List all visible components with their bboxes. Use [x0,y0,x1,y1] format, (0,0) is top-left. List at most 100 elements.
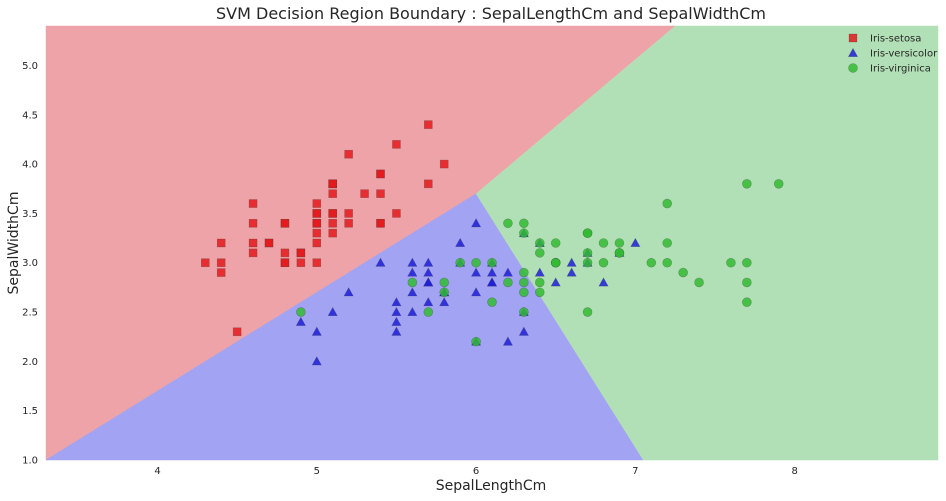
point-iris-versicolor [375,257,386,267]
legend-label-iris-setosa: Iris-setosa [870,34,921,45]
point-iris-setosa [423,120,433,129]
point-iris-versicolor [598,277,609,287]
point-iris-setosa [216,268,226,277]
point-iris-setosa [423,179,433,189]
point-iris-versicolor [423,257,434,267]
point-iris-virginica [773,179,784,189]
point-iris-setosa [312,199,322,208]
point-iris-virginica [519,218,529,229]
legend-marker-iris-setosa [848,33,858,43]
y-axis-label: SepalWidthCm [6,192,22,295]
point-iris-versicolor [486,267,498,277]
point-iris-virginica [662,198,673,209]
point-iris-virginica [614,238,625,248]
point-iris-setosa [312,238,322,248]
point-iris-virginica [582,307,593,317]
scatter-points [200,120,784,366]
point-iris-virginica [582,228,593,238]
point-iris-setosa [264,238,274,248]
point-iris-versicolor [327,306,338,317]
point-iris-versicolor [502,267,514,277]
point-iris-setosa [248,238,258,248]
point-iris-virginica [534,287,545,298]
point-iris-setosa [296,258,306,268]
point-iris-versicolor [566,267,577,277]
point-iris-setosa [280,248,290,258]
point-iris-versicolor [455,237,466,247]
x-axis-label: SepalLengthCm [436,478,547,494]
x-tick-label: 8 [791,466,797,477]
y-tick-label: 5.0 [22,61,38,72]
x-tick-label: 4 [154,466,160,477]
point-iris-versicolor [486,277,498,287]
point-iris-virginica [742,179,752,189]
point-iris-versicolor [423,296,434,307]
point-iris-versicolor [407,267,418,277]
legend-marker-iris-virginica [848,63,858,73]
x-tick-label: 7 [632,466,638,477]
point-iris-virginica [598,238,609,248]
point-iris-versicolor [423,267,434,277]
point-iris-versicolor [502,336,514,346]
y-tick-label: 3.0 [22,258,38,269]
point-iris-setosa [200,258,210,268]
point-iris-setosa [280,218,290,228]
point-iris-setosa [376,218,385,228]
point-iris-setosa [312,258,322,268]
y-tick-label: 2.5 [22,308,38,319]
point-iris-versicolor [470,267,482,277]
point-iris-setosa [344,149,353,159]
point-iris-virginica [582,248,593,258]
point-iris-virginica [471,336,481,347]
point-iris-virginica [742,277,752,288]
legend: Iris-setosa Iris-versicolor Iris-virginica [847,33,938,75]
point-iris-virginica [439,287,450,298]
point-iris-versicolor [391,306,402,317]
point-iris-setosa [312,209,322,218]
point-iris-virginica [694,277,704,288]
point-iris-virginica [726,257,736,268]
point-iris-virginica [519,267,529,278]
point-iris-virginica [550,257,561,268]
point-iris-virginica [519,307,529,317]
point-iris-virginica [742,297,752,307]
point-iris-setosa [376,189,385,198]
point-iris-versicolor [423,277,434,287]
point-iris-setosa [328,189,338,198]
point-iris-virginica [678,267,688,278]
point-iris-setosa [439,159,449,169]
point-iris-versicolor [391,296,402,307]
y-tick-label: 2.0 [22,357,38,368]
decision-regions [45,25,939,461]
point-iris-versicolor [566,257,577,267]
point-iris-virginica [662,257,673,268]
point-iris-virginica [423,307,434,317]
point-iris-setosa [312,228,322,238]
point-iris-virginica [519,287,529,298]
point-iris-setosa [328,218,338,228]
point-iris-setosa [344,209,353,218]
point-iris-virginica [534,277,545,288]
point-iris-setosa [248,248,258,258]
point-iris-virginica [487,257,497,268]
point-iris-versicolor [630,237,641,247]
point-iris-virginica [407,277,418,288]
y-tick-label: 4.0 [22,160,38,171]
point-iris-setosa [232,327,242,337]
point-iris-versicolor [518,326,529,336]
legend-label-iris-versicolor: Iris-versicolor [870,49,938,60]
point-iris-versicolor [550,277,561,287]
y-tick-label: 3.5 [22,209,38,220]
chart-title: SVM Decision Region Boundary : SepalLeng… [216,4,766,23]
point-iris-virginica [534,238,545,248]
point-iris-versicolor [391,316,402,326]
point-iris-virginica [662,238,673,248]
point-iris-versicolor [311,326,322,336]
point-iris-setosa [296,248,306,258]
legend-label-iris-virginica: Iris-virginica [870,64,931,75]
point-iris-setosa [328,179,338,189]
point-iris-virginica [439,277,450,288]
point-iris-virginica [503,277,513,288]
point-iris-setosa [360,189,369,198]
